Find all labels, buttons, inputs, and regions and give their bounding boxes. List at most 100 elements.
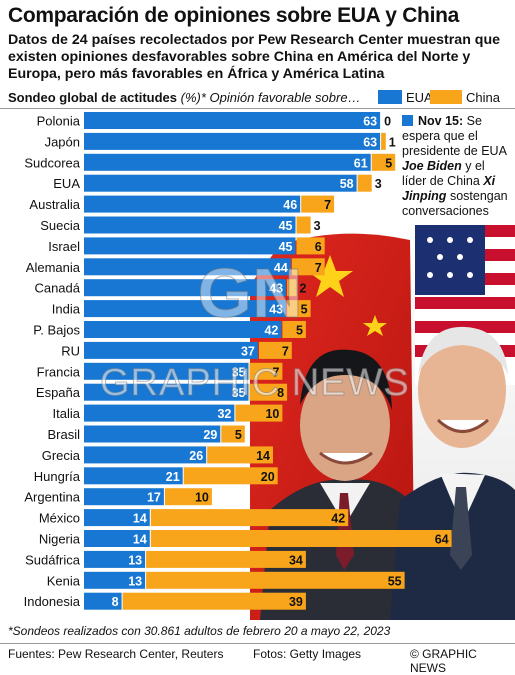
usa-value-1: 63 (363, 135, 377, 149)
usa-value-9: 43 (269, 303, 283, 317)
usa-value-15: 29 (203, 428, 217, 442)
flag-star-small-icon (363, 315, 387, 336)
country-label-23: Indonesia (24, 594, 81, 609)
usa-bar-15 (84, 425, 221, 443)
usa-bar-7 (84, 258, 291, 276)
country-label-1: Japón (45, 134, 80, 149)
china-bar-2 (371, 153, 396, 171)
legend-usa: EUA (378, 90, 433, 106)
footer-sources: Fuentes: Pew Research Center, Reuters (8, 647, 224, 661)
usa-bar-22 (84, 571, 146, 589)
usa-value-3: 58 (340, 177, 354, 191)
china-bar-8 (287, 279, 297, 297)
legend-china-label: China (466, 90, 500, 105)
page-title: Comparación de opiniones sobre EUA y Chi… (8, 4, 460, 27)
china-value-19: 42 (331, 512, 345, 526)
country-label-4: Australia (29, 197, 80, 212)
china-value-3: 3 (375, 177, 382, 191)
china-value-0: 0 (384, 115, 391, 129)
annotation-marker-icon (402, 115, 413, 126)
legend-usa-label: EUA (406, 90, 433, 105)
annotation: Nov 15: Se espera que el presidente de E… (402, 114, 512, 219)
page-subtitle: Datos de 24 países recolectados por Pew … (8, 32, 501, 82)
usa-bar-9 (84, 300, 287, 318)
usa-bar-11 (84, 341, 258, 359)
country-label-10: P. Bajos (33, 323, 80, 338)
china-value-21: 34 (289, 553, 303, 567)
china-value-5: 3 (314, 219, 321, 233)
annotation-name-a: Joe Biden (402, 159, 462, 173)
usa-bar-20 (84, 530, 150, 547)
usa-value-7: 44 (274, 261, 288, 275)
china-value-14: 10 (265, 407, 279, 421)
china-value-2: 5 (385, 156, 392, 170)
annotation-name-b: Xi Jinping (402, 174, 496, 203)
china-value-7: 7 (315, 261, 322, 275)
usa-value-2: 61 (354, 156, 368, 170)
usa-value-16: 26 (189, 449, 203, 463)
usa-value-8: 43 (269, 282, 283, 296)
usa-value-0: 63 (363, 115, 377, 129)
china-bar-18 (164, 488, 212, 506)
footer-photos: Fotos: Getty Images (253, 647, 362, 661)
china-bar-1 (381, 132, 386, 150)
china-value-16: 14 (256, 449, 270, 463)
country-label-12: Francia (37, 364, 81, 379)
country-label-13: España (36, 385, 81, 400)
annotation-text-b: y el líder de China (402, 159, 485, 188)
usa-bar-14 (84, 404, 235, 422)
usa-bar-5 (84, 216, 296, 234)
usa-value-5: 45 (279, 219, 293, 233)
usa-value-14: 32 (217, 407, 231, 421)
usa-bar-2 (84, 153, 371, 171)
country-label-16: Grecia (42, 448, 81, 463)
legend-divider (0, 108, 515, 109)
annotation-text-a: Se espera que el presidente de EUA (402, 114, 507, 158)
china-value-20: 64 (435, 533, 449, 547)
usa-bar-3 (84, 174, 357, 192)
joe-biden-figure (390, 326, 515, 620)
usa-bar-1 (84, 132, 381, 150)
china-bar-17 (183, 467, 278, 485)
usa-value-10: 42 (264, 324, 278, 338)
china-bar-23 (122, 592, 306, 610)
usa-value-11: 37 (241, 344, 255, 358)
usa-value-17: 21 (166, 470, 180, 484)
usa-value-20: 14 (133, 533, 147, 547)
legend-row: Sondeo global de actitudes (%)* Opinión … (8, 90, 508, 108)
china-value-6: 6 (315, 240, 322, 254)
china-bar-3 (357, 174, 372, 192)
china-value-15: 5 (235, 428, 242, 442)
country-label-2: Sudcorea (24, 155, 80, 170)
usa-value-13: 35 (232, 386, 246, 400)
china-bar-10 (282, 321, 306, 338)
usa-bar-13 (84, 383, 249, 401)
country-label-20: Nigeria (39, 532, 81, 547)
usa-bar-16 (84, 446, 207, 464)
china-bar-21 (146, 550, 306, 568)
legend-note: (%)* Opinión favorable sobre… (180, 90, 361, 105)
usa-value-18: 17 (147, 491, 161, 505)
usa-bar-6 (84, 237, 296, 255)
annotation-date: Nov 15: (418, 114, 464, 128)
china-bar-20 (150, 530, 452, 547)
china-value-8: 2 (300, 282, 307, 296)
footer-credit: © GRAPHIC NEWS (410, 647, 477, 675)
china-bar-4 (301, 195, 335, 213)
usa-bar-10 (84, 321, 282, 338)
china-bar-5 (296, 216, 311, 234)
country-label-3: EUA (53, 176, 80, 191)
footer: Fuentes: Pew Research Center, Reuters Fo… (0, 643, 515, 675)
country-label-14: Italia (53, 406, 81, 421)
china-bar-7 (291, 258, 325, 276)
country-label-0: Polonia (37, 114, 81, 129)
usa-bar-19 (84, 509, 150, 527)
usa-value-19: 14 (133, 512, 147, 526)
usa-bar-17 (84, 467, 183, 485)
country-label-7: Alemania (26, 260, 81, 275)
china-bar-13 (249, 383, 288, 401)
usa-bar-23 (84, 592, 122, 610)
usa-value-4: 46 (283, 198, 297, 212)
china-value-18: 10 (195, 491, 209, 505)
